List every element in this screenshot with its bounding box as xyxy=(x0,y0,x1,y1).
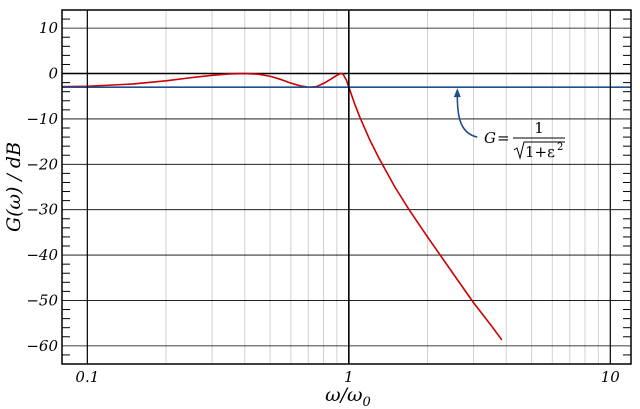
y-tick-label: −10 xyxy=(26,110,58,128)
y-tick-label: −50 xyxy=(26,291,58,309)
x-tick-label: 10 xyxy=(601,368,621,386)
ripple-annotation: G = 1 1+ε 2 xyxy=(453,88,565,161)
grid xyxy=(62,10,631,364)
y-axis-label: G(ω) / dB xyxy=(3,142,25,232)
gain-curve xyxy=(61,72,503,341)
y-tick-label: 0 xyxy=(48,65,58,83)
annotation-radicand: 1+ε xyxy=(525,143,555,161)
annotation-sqrt-sign xyxy=(513,141,565,160)
x-axis-label: ω/ω0 xyxy=(325,384,371,409)
x-tick-label: 1 xyxy=(344,368,354,386)
y-tick-label: −20 xyxy=(26,155,58,173)
x-tick-label: 0.1 xyxy=(75,368,99,386)
y-tick-label: −30 xyxy=(26,201,58,219)
y-tick-label: −60 xyxy=(26,337,58,355)
plot-frame xyxy=(61,9,632,365)
series-layer xyxy=(61,72,631,341)
annotation-lhs: G xyxy=(484,129,496,147)
tick-labels: 10 0 −10 −20 −30 −40 −50 −60 0.1 1 10 xyxy=(26,19,620,386)
annotation-exponent: 2 xyxy=(557,142,563,153)
annotation-arrow xyxy=(456,95,478,138)
annotation-arrowhead xyxy=(453,88,461,98)
annotation-equals: = xyxy=(497,129,510,147)
annotation-numerator: 1 xyxy=(534,119,544,137)
y-tick-label: 10 xyxy=(39,19,59,37)
y-tick-label: −40 xyxy=(26,246,58,264)
axes-frame xyxy=(61,9,632,365)
